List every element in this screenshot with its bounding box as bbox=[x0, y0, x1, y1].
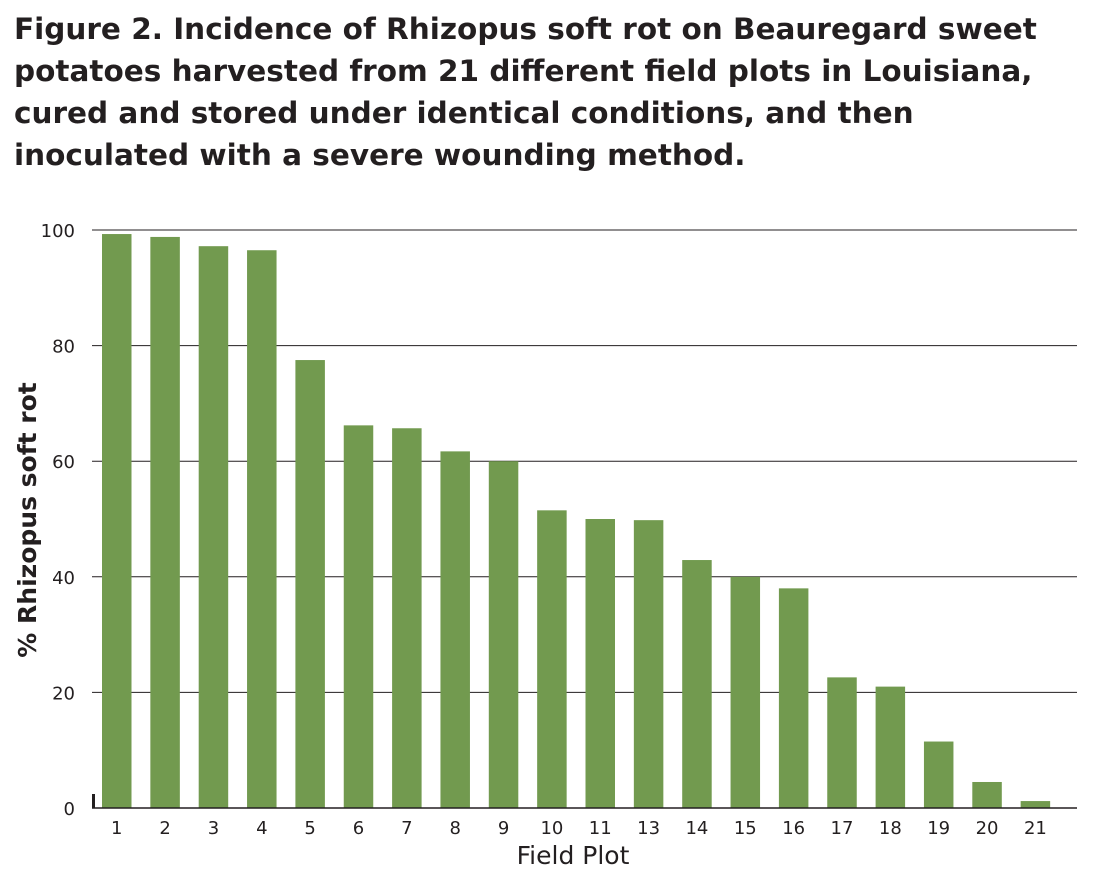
bar bbox=[537, 510, 567, 808]
y-tick-label: 80 bbox=[52, 337, 75, 358]
bar bbox=[585, 519, 615, 808]
y-tick-label: 100 bbox=[41, 221, 75, 242]
y-tick-label: 60 bbox=[52, 452, 75, 473]
bar bbox=[343, 425, 374, 808]
x-tick-label: 21 bbox=[1024, 818, 1047, 839]
y-tick-label: 40 bbox=[52, 568, 75, 589]
x-tick-label: 17 bbox=[831, 818, 854, 839]
bar bbox=[730, 576, 761, 808]
bar bbox=[1020, 801, 1051, 808]
bar bbox=[295, 360, 325, 808]
bar bbox=[198, 246, 229, 808]
bar bbox=[875, 686, 906, 808]
x-tick-label: 13 bbox=[637, 818, 660, 839]
y-axis-ticks: 0 20 40 60 80 100 bbox=[41, 221, 75, 820]
bar bbox=[633, 520, 664, 808]
origin-tick bbox=[92, 794, 95, 808]
bars bbox=[102, 234, 1051, 809]
bar bbox=[682, 560, 712, 808]
chart-title: Figure 2. Incidence of Rhizopus soft rot… bbox=[14, 12, 1037, 172]
x-tick-label: 2 bbox=[159, 818, 170, 839]
y-tick-label: 20 bbox=[52, 683, 75, 704]
bar bbox=[778, 588, 809, 808]
bar bbox=[392, 428, 422, 808]
x-tick-label: 14 bbox=[685, 818, 708, 839]
bar bbox=[150, 236, 180, 808]
bar bbox=[247, 250, 277, 809]
x-tick-label: 15 bbox=[734, 818, 757, 839]
y-axis-title: % Rhizopus soft rot bbox=[13, 382, 42, 657]
x-tick-label: 16 bbox=[782, 818, 805, 839]
x-tick-label: 8 bbox=[449, 818, 460, 839]
x-tick-label: 20 bbox=[976, 818, 999, 839]
bar bbox=[972, 781, 1002, 808]
x-tick-label: 11 bbox=[589, 818, 612, 839]
x-tick-label: 3 bbox=[208, 818, 219, 839]
x-tick-label: 7 bbox=[401, 818, 412, 839]
bar bbox=[923, 741, 954, 808]
x-tick-label: 18 bbox=[879, 818, 902, 839]
x-tick-label: 19 bbox=[927, 818, 950, 839]
bar bbox=[488, 461, 519, 808]
x-tick-label: 6 bbox=[353, 818, 364, 839]
y-tick-label: 0 bbox=[64, 799, 75, 820]
x-tick-label: 5 bbox=[304, 818, 315, 839]
x-tick-label: 1 bbox=[111, 818, 122, 839]
x-tick-label: 10 bbox=[540, 818, 563, 839]
bar bbox=[827, 677, 857, 808]
bar bbox=[102, 234, 132, 808]
x-axis-ticks: 1 2 3 4 5 6 7 8 9 10 11 13 14 15 16 17 18 19 20 21 bbox=[111, 818, 1047, 839]
x-tick-label: 4 bbox=[256, 818, 267, 839]
x-tick-label: 9 bbox=[498, 818, 509, 839]
gridlines bbox=[92, 229, 1077, 693]
x-axis-title: Field Plot bbox=[517, 841, 630, 870]
bar bbox=[440, 451, 470, 808]
